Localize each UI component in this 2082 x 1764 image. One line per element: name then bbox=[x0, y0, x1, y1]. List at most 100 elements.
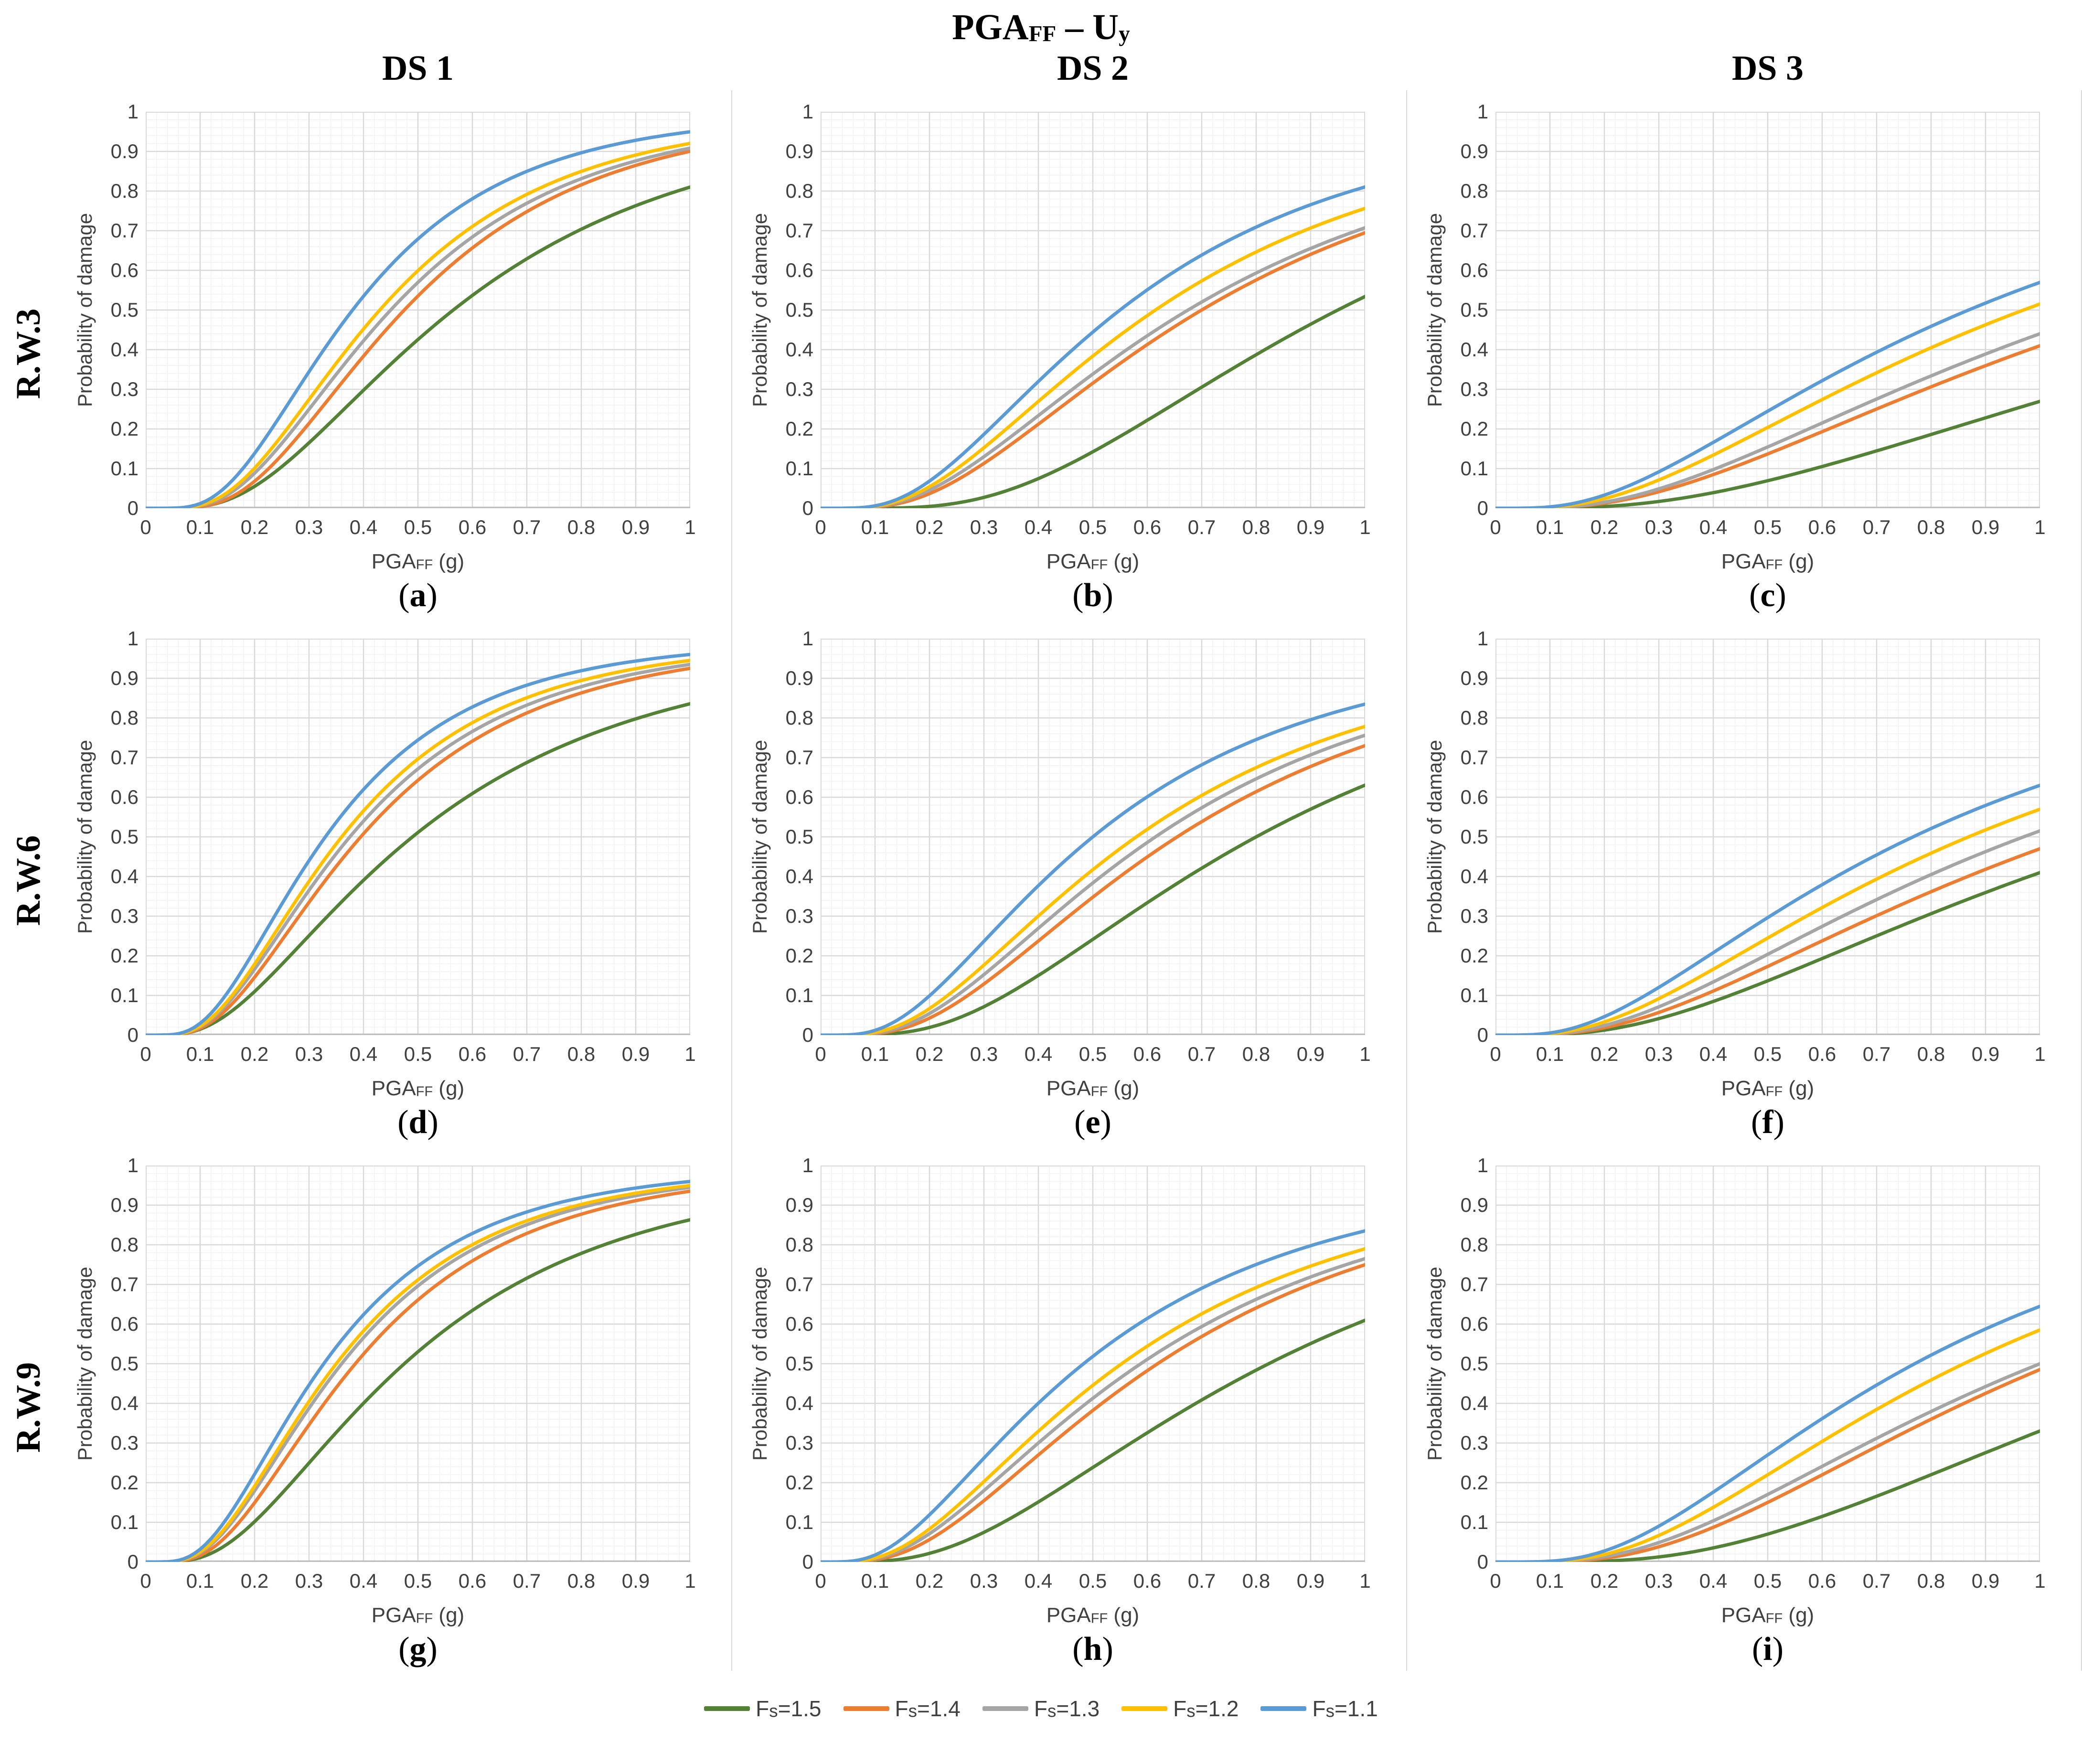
subscript-text: FF bbox=[416, 1611, 433, 1626]
plot-canvas bbox=[146, 1165, 690, 1562]
caption-text: ) bbox=[427, 1104, 438, 1141]
label-text: =1.5 bbox=[778, 1696, 822, 1721]
caption-text: ( bbox=[1072, 1631, 1084, 1668]
label-text: (g) bbox=[433, 1604, 465, 1627]
caption-text: ) bbox=[1775, 577, 1786, 614]
x-axis-title: PGAFF (g) bbox=[146, 1604, 690, 1627]
chart-panel-d: Probability of damage 0 0.1 0.2 0.3 0.4 0.5 0.6… bbox=[57, 617, 732, 1144]
x-tick-label: 0.7 bbox=[1862, 516, 1891, 538]
plot-area bbox=[146, 112, 690, 508]
y-tick-label: 0.3 bbox=[1460, 905, 1488, 927]
caption-text: f bbox=[1762, 1104, 1773, 1141]
y-tick-label: 0.4 bbox=[785, 338, 813, 361]
y-tick-label: 0 bbox=[127, 1550, 139, 1573]
x-tick-label: 0.8 bbox=[1242, 1043, 1271, 1065]
subscript-text: s bbox=[769, 1701, 778, 1721]
x-tick-label: 0.7 bbox=[1862, 1570, 1891, 1592]
x-tick-label: 0.5 bbox=[404, 1043, 432, 1065]
caption-text: ( bbox=[1751, 1104, 1762, 1141]
y-tick-label: 0.6 bbox=[785, 786, 813, 808]
y-tick-label: 0.8 bbox=[1460, 1233, 1488, 1256]
series-line-fs-1-3 bbox=[146, 1186, 690, 1562]
x-tick-label: 0.6 bbox=[1808, 1570, 1836, 1592]
y-tick-label: 0.5 bbox=[110, 825, 139, 848]
label-text: (g) bbox=[433, 550, 465, 573]
y-tick-label: 0.9 bbox=[110, 667, 139, 689]
x-tick-label: 0.9 bbox=[1296, 516, 1325, 538]
x-tick-label: 0.9 bbox=[621, 1570, 650, 1592]
series-line-fs-1-5 bbox=[146, 185, 690, 508]
x-tick-label: 0.2 bbox=[1590, 516, 1619, 538]
legend-line-swatch bbox=[1121, 1706, 1168, 1711]
label-text: (g) bbox=[1783, 1077, 1815, 1100]
y-tick-label: 0.6 bbox=[1460, 786, 1488, 808]
legend-line-swatch bbox=[843, 1706, 889, 1711]
x-tick-label: 0.9 bbox=[1971, 1043, 2000, 1065]
caption-text: ) bbox=[1102, 1631, 1113, 1668]
y-tick-label: 0.9 bbox=[1460, 1194, 1488, 1216]
y-tick-label: 0.1 bbox=[785, 457, 813, 480]
column-header-ds3: DS 3 bbox=[1407, 48, 2082, 90]
series-line-fs-1-4 bbox=[821, 744, 1365, 1035]
legend-line-swatch bbox=[982, 1706, 1028, 1711]
series-line-fs-1-3 bbox=[821, 1257, 1365, 1562]
series-line-fs-1-1 bbox=[821, 702, 1365, 1035]
y-tick-label: 0.3 bbox=[785, 905, 813, 927]
x-tick-label: 0.9 bbox=[621, 516, 650, 538]
y-axis-title: Probability of damage bbox=[1423, 1266, 1446, 1461]
label-text: PGA bbox=[371, 550, 416, 573]
y-tick-label: 0 bbox=[802, 1024, 813, 1046]
x-tick-label: 0.1 bbox=[186, 516, 214, 538]
y-tick-label: 0.1 bbox=[110, 984, 139, 1006]
series-line-fs-1-1 bbox=[146, 130, 690, 508]
series-line-fs-1-2 bbox=[1495, 302, 2040, 508]
caption-text: ( bbox=[1072, 577, 1084, 614]
x-tick-label: 0.8 bbox=[567, 1043, 596, 1065]
subplot-caption-g: (g) bbox=[146, 1630, 690, 1668]
y-tick-label: 0 bbox=[802, 1550, 813, 1573]
x-tick-label: 0.7 bbox=[512, 1043, 541, 1065]
y-tick-label: 0.3 bbox=[1460, 1432, 1488, 1454]
subscript-text: y bbox=[1119, 21, 1130, 47]
legend-label: Fs=1.2 bbox=[1173, 1696, 1239, 1721]
series-line-fs-1-3 bbox=[146, 146, 690, 508]
y-tick-label: 0.9 bbox=[785, 140, 813, 162]
caption-text: ) bbox=[1772, 1631, 1784, 1668]
x-tick-label: 0.4 bbox=[1699, 1043, 1728, 1065]
label-text: PGA bbox=[1721, 1077, 1766, 1100]
chart-legend: Fs=1.5 Fs=1.4 Fs=1.3 Fs=1.2 Fs=1.1 bbox=[0, 1696, 2082, 1721]
y-tick-label: 0.9 bbox=[785, 1194, 813, 1216]
y-tick-label: 0.3 bbox=[1460, 378, 1488, 400]
plot-canvas bbox=[821, 112, 1365, 508]
y-axis-title: Probability of damage bbox=[74, 1266, 96, 1461]
y-tick-label: 0 bbox=[1477, 497, 1488, 519]
plot-area bbox=[1495, 639, 2040, 1035]
x-tick-label: 0.2 bbox=[240, 1570, 269, 1592]
y-tick-label: 0.7 bbox=[110, 746, 139, 769]
x-tick-label: 0.9 bbox=[1971, 516, 2000, 538]
y-tick-label: 1 bbox=[1477, 627, 1488, 650]
x-tick-label: 0.3 bbox=[1644, 516, 1673, 538]
caption-text: ( bbox=[1749, 577, 1761, 614]
x-tick-label: 0.7 bbox=[512, 516, 541, 538]
x-tick-label: 0.3 bbox=[1644, 1570, 1673, 1592]
x-tick-label: 1 bbox=[2034, 1043, 2046, 1065]
y-tick-label: 0.3 bbox=[110, 378, 139, 400]
label-text: PGA bbox=[1721, 1604, 1766, 1627]
subscript-text: s bbox=[908, 1701, 918, 1721]
caption-text: h bbox=[1083, 1631, 1102, 1668]
y-tick-label: 0.5 bbox=[1460, 1352, 1488, 1375]
x-tick-label: 0.4 bbox=[1024, 516, 1053, 538]
x-tick-label: 0.5 bbox=[404, 516, 432, 538]
y-tick-label: 0.2 bbox=[110, 944, 139, 967]
subscript-text: s bbox=[1047, 1701, 1057, 1721]
label-text: (g) bbox=[1108, 550, 1140, 573]
plot-area bbox=[821, 112, 1365, 508]
plot-canvas bbox=[1495, 112, 2040, 508]
x-tick-label: 0.6 bbox=[1133, 1043, 1162, 1065]
x-tick-label: 0.4 bbox=[349, 1043, 378, 1065]
x-tick-label: 1 bbox=[2034, 516, 2046, 538]
label-text: F bbox=[756, 1696, 769, 1721]
legend-label: Fs=1.5 bbox=[756, 1696, 821, 1721]
